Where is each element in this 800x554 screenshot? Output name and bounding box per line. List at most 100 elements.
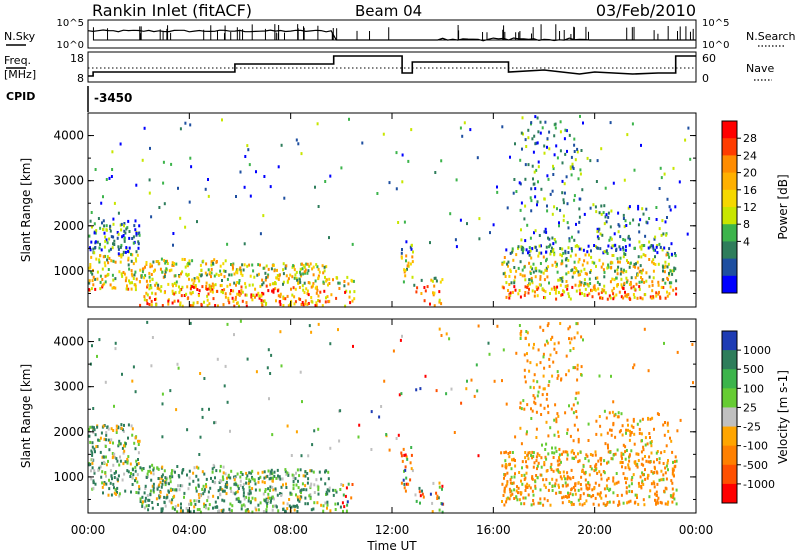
- rti-cell: [626, 501, 629, 505]
- rti-cell: [576, 367, 579, 371]
- rti-cell: [652, 269, 655, 273]
- rti-cell: [620, 269, 623, 273]
- rti-cell: [618, 245, 621, 249]
- rti-cell: [547, 322, 550, 326]
- rti-cell: [120, 272, 123, 276]
- rti-cell: [687, 126, 690, 130]
- rti-cell: [611, 261, 614, 265]
- rti-cell: [111, 273, 114, 277]
- rti-cell: [599, 424, 602, 428]
- rti-cell: [602, 262, 605, 266]
- rti-cell: [476, 389, 479, 393]
- rti-cell: [97, 217, 100, 220]
- rti-cell: [91, 441, 94, 445]
- rti-cell: [344, 494, 347, 498]
- rti-cell: [335, 276, 338, 280]
- rti-cell: [532, 455, 535, 458]
- rti-cell: [589, 282, 592, 285]
- rti-cell: [691, 343, 694, 346]
- rti-cell: [141, 158, 144, 162]
- rti-cell: [110, 493, 113, 497]
- rti-cell: [640, 247, 643, 251]
- rti-cell: [630, 482, 633, 486]
- rti-cell: [570, 337, 573, 341]
- rti-cell: [609, 225, 612, 229]
- rti-cell: [432, 291, 434, 295]
- rti-cell: [633, 262, 636, 266]
- colorbar-tick-label: -100: [743, 440, 768, 453]
- rti-cell: [125, 287, 128, 291]
- rti-cell: [544, 296, 547, 300]
- rti-cell: [434, 276, 437, 280]
- rti-cell: [312, 265, 315, 269]
- rti-cell: [272, 488, 275, 492]
- colorbar-cell: [722, 275, 737, 294]
- rti-cell: [625, 293, 628, 297]
- rti-cell: [204, 271, 207, 275]
- rti-cell: [315, 301, 318, 305]
- rti-cell: [126, 457, 129, 461]
- rti-cell: [167, 489, 170, 493]
- rti-cell: [134, 228, 137, 232]
- rti-cell: [395, 437, 398, 440]
- rti-cell: [431, 501, 434, 505]
- rti-cell: [624, 294, 627, 298]
- rti-cell: [279, 477, 282, 481]
- rti-cell: [144, 484, 147, 488]
- rti-cell: [540, 456, 543, 460]
- rti-cell: [117, 232, 120, 236]
- rti-cell: [313, 501, 316, 505]
- rti-cell: [661, 248, 664, 252]
- rti-cell: [299, 489, 302, 493]
- rti-cell: [92, 268, 94, 272]
- rti-cell: [126, 284, 128, 288]
- rti-cell: [139, 303, 142, 307]
- rti-cell: [267, 492, 270, 496]
- y-tick-label: 2000: [53, 219, 84, 233]
- rti-cell: [406, 267, 408, 271]
- rti-cell: [299, 297, 302, 301]
- rti-cell: [651, 280, 654, 284]
- rti-cell: [351, 299, 354, 303]
- rti-cell: [99, 287, 102, 291]
- rti-cell: [405, 455, 408, 459]
- rti-cell: [405, 259, 407, 263]
- rti-cell: [617, 480, 620, 484]
- rti-cell: [580, 247, 583, 251]
- rti-cell: [473, 394, 476, 398]
- rti-cell: [290, 454, 293, 457]
- rti-cell: [236, 472, 239, 476]
- rti-cell: [558, 221, 560, 225]
- rti-cell: [224, 472, 227, 476]
- rti-cell: [112, 463, 115, 467]
- x-tick-label: 00:00: [71, 523, 106, 537]
- rti-cell: [589, 465, 592, 468]
- rti-cell: [424, 289, 427, 293]
- rti-cell: [183, 495, 185, 499]
- rti-cell: [608, 488, 611, 492]
- rti-cell: [546, 204, 548, 208]
- rti-cell: [618, 290, 621, 294]
- rti-cell: [633, 295, 636, 299]
- rti-cell: [605, 213, 608, 217]
- rti-cell: [642, 448, 645, 452]
- rti-cell: [570, 247, 573, 250]
- rti-cell: [221, 489, 224, 493]
- rti-cell: [466, 222, 468, 226]
- rti-cell: [511, 492, 514, 496]
- rti-cell: [544, 448, 547, 451]
- rti-cell: [89, 263, 92, 266]
- rti-cell: [636, 273, 639, 277]
- rti-cell: [264, 490, 267, 493]
- rti-cell: [441, 484, 444, 488]
- rti-cell: [577, 437, 580, 441]
- rti-cell: [299, 267, 302, 271]
- rti-cell: [575, 289, 578, 293]
- rti-cell: [345, 509, 348, 513]
- rti-cell: [339, 409, 342, 413]
- rti-cell: [598, 492, 601, 496]
- rti-cell: [410, 247, 413, 251]
- rti-cell: [502, 494, 505, 497]
- rti-cell: [530, 407, 532, 411]
- rti-cell: [111, 168, 114, 171]
